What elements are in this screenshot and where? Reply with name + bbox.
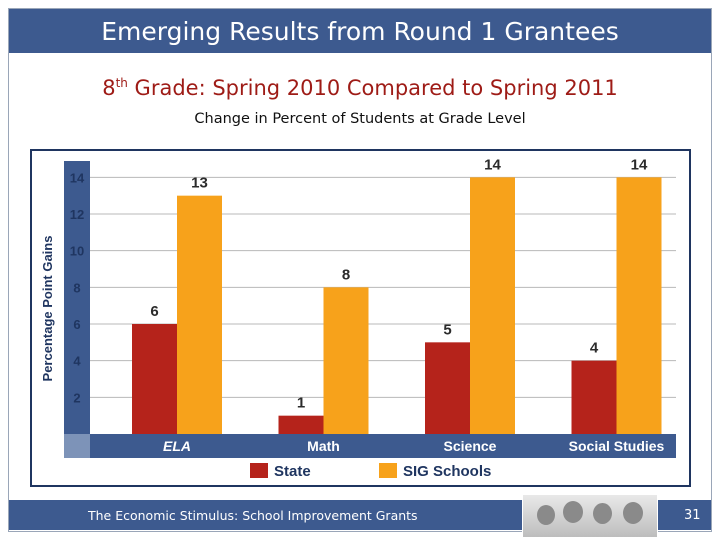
y-tick-label: 4: [73, 354, 81, 369]
slide-title: Emerging Results from Round 1 Grantees: [9, 9, 711, 53]
bar-sig-schools: [616, 177, 662, 435]
y-tick-label: 14: [70, 170, 85, 185]
x-axis-band: [64, 434, 676, 458]
bar-state: [278, 415, 324, 434]
y-tick-label: 6: [73, 317, 80, 332]
y-tick-label: 10: [70, 244, 84, 259]
photo-child-face: [593, 503, 612, 524]
legend-swatch-state: [250, 463, 268, 478]
footer-text: The Economic Stimulus: School Improvemen…: [88, 508, 418, 523]
bar-sig-schools: [323, 287, 369, 434]
photo-child-face: [623, 502, 643, 524]
y-tick-label: 8: [73, 280, 80, 295]
bar-chart: 2 4 6 8 10 12 14 Percentage Point Gains 6 13 ELA 1 8…: [40, 156, 676, 480]
y-tick-label: 2: [73, 390, 80, 405]
chart-caption: Change in Percent of Students at Grade L…: [194, 111, 526, 127]
y-axis-title: Percentage Point Gains: [40, 236, 55, 382]
y-axis-band: [64, 161, 90, 434]
subtitle-ordinal-suffix: th: [115, 76, 128, 90]
subtitle-grade-number: 8: [102, 76, 116, 100]
x-axis-band-corner: [64, 434, 90, 458]
data-label: 14: [484, 156, 501, 173]
data-label: 14: [631, 156, 648, 173]
x-tick-label: ELA: [163, 438, 191, 454]
page-number: 31: [684, 508, 701, 523]
data-label: 13: [191, 175, 208, 192]
bar-state: [571, 360, 617, 434]
subtitle-text: Grade: Spring 2010 Compared to Spring 20…: [127, 76, 618, 100]
data-label: 4: [590, 340, 599, 357]
photo-child-face: [563, 501, 583, 523]
x-tick-label: Science: [444, 438, 497, 454]
data-label: 6: [150, 303, 158, 320]
chart-subtitle: 8th Grade: Spring 2010 Compared to Sprin…: [0, 76, 720, 100]
bar-sig-schools: [177, 195, 222, 434]
data-label: 1: [297, 395, 305, 412]
legend-label: State: [274, 463, 311, 480]
x-tick-label: Math: [307, 438, 340, 454]
photo-child-face: [537, 505, 555, 525]
data-label: 8: [342, 266, 350, 283]
legend-swatch-sig-schools: [379, 463, 397, 478]
bar-state: [132, 324, 177, 434]
legend-label: SIG Schools: [403, 463, 491, 480]
y-tick-label: 12: [70, 207, 84, 222]
chart-container: 2 4 6 8 10 12 14 Percentage Point Gains 6 13 ELA 1 8…: [30, 149, 691, 487]
bar-sig-schools: [470, 177, 515, 435]
bar-state: [425, 342, 470, 434]
x-tick-label: Social Studies: [569, 438, 665, 454]
footer-photo-children: [522, 494, 658, 538]
data-label: 5: [443, 321, 451, 338]
